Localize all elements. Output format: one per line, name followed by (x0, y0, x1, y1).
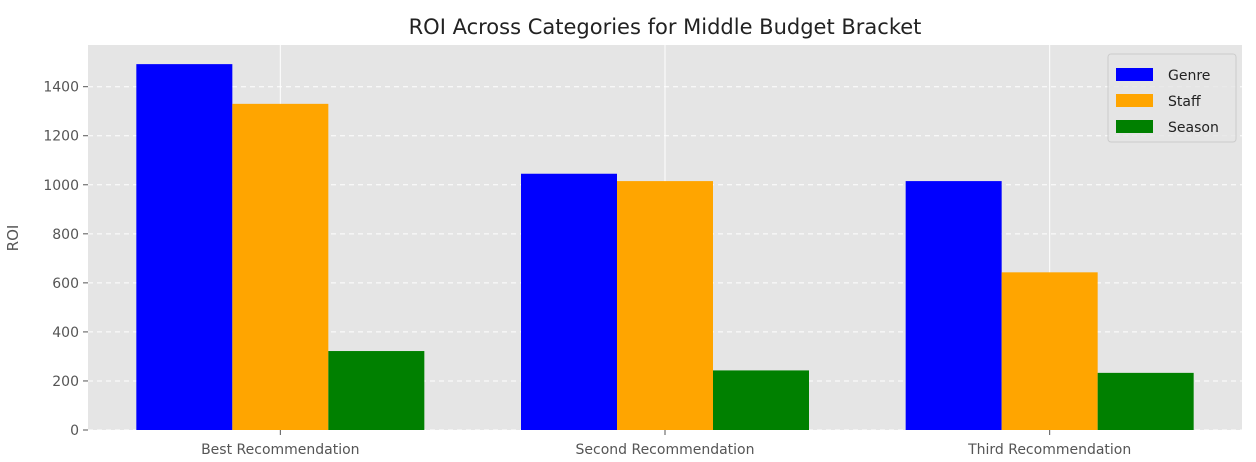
y-tick-label: 1400 (43, 80, 79, 96)
y-tick-label: 400 (52, 325, 79, 341)
y-tick-label: 600 (52, 276, 79, 292)
y-axis: 0 200 400 600 800 1000 1200 1400 (43, 80, 88, 439)
bar-staff-3 (1001, 272, 1098, 430)
bar-season-1 (328, 351, 425, 430)
x-tick-label: Best Recommendation (201, 442, 359, 458)
bar-staff-1 (232, 103, 329, 430)
y-tick-label: 1200 (43, 129, 79, 145)
bar-season-2 (713, 370, 809, 430)
bar-genre-2 (521, 173, 617, 430)
chart-title: ROI Across Categories for Middle Budget … (409, 15, 922, 39)
bar-genre-3 (905, 181, 1002, 430)
bar-staff-2 (617, 181, 713, 430)
legend-label-genre: Genre (1168, 68, 1210, 84)
x-tick-label: Third Recommendation (967, 442, 1131, 458)
bar-season-3 (1097, 372, 1194, 430)
legend-label-season: Season (1168, 120, 1219, 136)
y-tick-label: 800 (52, 227, 79, 243)
x-tick-label: Second Recommendation (576, 442, 755, 458)
y-tick-label: 1000 (43, 178, 79, 194)
y-axis-label: ROI (4, 225, 22, 252)
legend-swatch-season (1116, 120, 1153, 133)
legend: Genre Staff Season (1107, 53, 1237, 143)
y-tick-label: 0 (70, 423, 79, 439)
bar-genre-1 (136, 64, 233, 431)
legend-swatch-staff (1116, 94, 1153, 107)
bars (136, 64, 1194, 431)
legend-swatch-genre (1116, 68, 1153, 81)
y-tick-label: 200 (52, 374, 79, 390)
legend-label-staff: Staff (1168, 94, 1201, 110)
x-axis: Best Recommendation Second Recommendation… (201, 430, 1131, 458)
